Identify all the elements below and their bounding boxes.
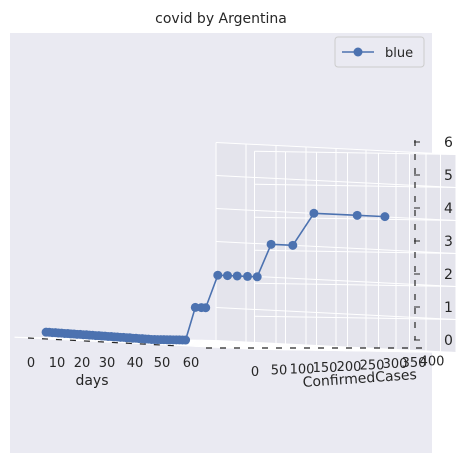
data-point (223, 271, 232, 281)
data-point (201, 303, 211, 313)
x-axis-line (27, 337, 181, 347)
grid-line-y (224, 347, 427, 352)
y-tick-label: 300 (383, 357, 408, 372)
y-tick-label: 0 (251, 365, 259, 380)
y-tick-label: 350 (402, 356, 427, 371)
z-tick-label: 2 (444, 267, 453, 283)
data-point (181, 335, 191, 345)
data-point (288, 240, 298, 250)
z-tick-label: 6 (444, 135, 453, 151)
x-tick-label: 20 (74, 356, 91, 371)
data-point (266, 239, 276, 249)
data-point (243, 271, 252, 281)
grid-line-z (254, 315, 457, 320)
z-tick-label: 1 (444, 300, 453, 316)
z-tick-label: 3 (444, 234, 453, 250)
x-tick-label: 10 (49, 356, 66, 371)
z-tick-label: 0 (444, 333, 453, 349)
legend-entry-blue: blue (385, 46, 413, 61)
z-tick-label: 5 (444, 168, 453, 184)
y-tick-label: 200 (337, 360, 362, 375)
x-tick-label: 60 (183, 356, 200, 371)
series-layer (41, 208, 390, 345)
grid-line-z (254, 282, 457, 287)
chart-title: covid by Argentina (155, 11, 287, 27)
data-point (380, 212, 390, 222)
data-point (213, 270, 223, 280)
x-tick-label: 30 (99, 356, 116, 371)
y-axis-label: ConfirmedCases (302, 367, 417, 391)
x-tick-label: 40 (127, 356, 144, 371)
y-tick-label: 400 (420, 355, 445, 370)
z-tick-label: 4 (444, 201, 453, 217)
legend-box (334, 36, 425, 68)
x-tick-label: 50 (154, 356, 171, 371)
x-tick-label: 0 (27, 356, 35, 371)
x-axis-label: days (75, 373, 108, 389)
y-tick-label: 50 (271, 364, 288, 379)
data-point (352, 210, 362, 220)
grid-line-z (254, 249, 457, 254)
grid-line-z (254, 183, 457, 188)
y-tick-label: 150 (313, 361, 338, 376)
axis-lines (27, 140, 428, 349)
data-point (232, 271, 242, 281)
grid-line-y (254, 348, 457, 353)
y-tick-label: 100 (290, 362, 315, 377)
data-point (309, 208, 319, 218)
legend: blue (334, 36, 425, 68)
y-tick-label: 250 (360, 359, 385, 374)
data-point (252, 272, 262, 282)
legend-marker (353, 47, 363, 57)
grid-line-z (254, 150, 457, 155)
